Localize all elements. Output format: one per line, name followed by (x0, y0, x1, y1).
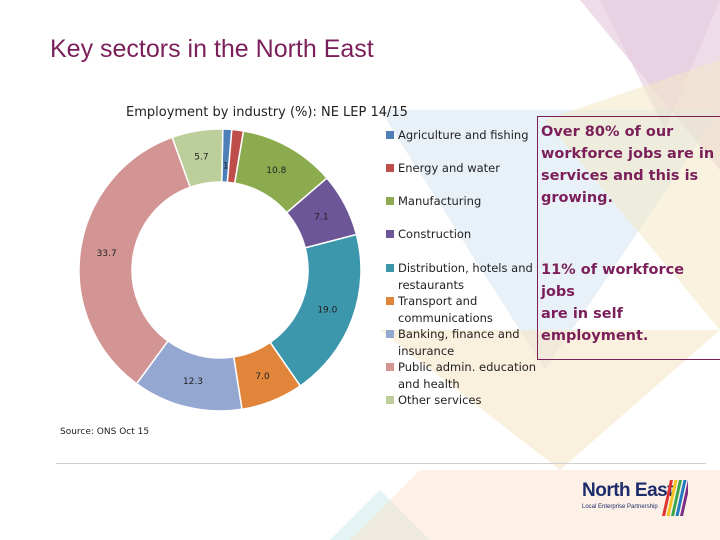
donut-slice-8 (171, 128, 224, 189)
legend-label: Distribution, hotels and restaurants (398, 261, 533, 292)
callout-line: workforce jobs are in (541, 146, 715, 162)
data-label-2: 10.8 (266, 166, 286, 176)
legend-label: Public admin. education and health (398, 360, 537, 391)
logo-name: North East (582, 480, 674, 501)
legend-item: Public admin. education and health (386, 359, 538, 392)
callout-line: Over 80% of our (541, 124, 674, 140)
logo-stripe (666, 480, 678, 516)
legend-label: Agriculture and fishing (398, 128, 529, 142)
data-label-3: 7.1 (314, 212, 328, 222)
legend-swatch (386, 131, 394, 139)
legend-item: Banking, finance and insurance (386, 326, 538, 359)
legend-item: Construction (386, 226, 538, 243)
legend-label: Other services (398, 393, 482, 407)
callout-text-1: 11% of workforce jobs are in self employme… (541, 259, 720, 347)
callout-line: are in self (541, 306, 623, 322)
legend-swatch (386, 197, 394, 205)
callout-line: employment. (541, 328, 649, 344)
legend-label: Transport and communications (398, 294, 493, 325)
data-label-7: 33.7 (97, 249, 117, 259)
slide-title: Key sectors in the North East (50, 35, 374, 63)
logo-stripe (671, 480, 682, 516)
legend-label: Energy and water (398, 161, 500, 175)
callout-line: 11% of workforce jobs (541, 262, 685, 300)
source-note: Source: ONS Oct 15 (60, 427, 150, 437)
legend-label: Construction (398, 227, 472, 241)
legend-item: Other services (386, 392, 538, 409)
legend-swatch (386, 264, 394, 272)
callout-line: growing. (541, 190, 614, 206)
callout-box (537, 116, 720, 360)
data-label-8: 5.7 (194, 153, 208, 163)
legend-swatch (386, 363, 394, 371)
legend-label: Banking, finance and insurance (398, 327, 520, 358)
logo-stripe (680, 480, 688, 516)
legend-swatch (386, 330, 394, 338)
chart-title: Employment by industry (%): NE LEP 14/15 (126, 105, 408, 120)
logo-stripe (675, 480, 687, 516)
legend-item: Transport and communications (386, 293, 538, 326)
legend-item: Distribution, hotels and restaurants (386, 260, 538, 293)
legend-swatch (386, 164, 394, 172)
data-label-4: 19.0 (317, 305, 337, 315)
donut-slice-7 (78, 136, 192, 385)
legend-swatch (386, 297, 394, 305)
legend-item: Agriculture and fishing (386, 127, 538, 144)
legend-item: Energy and water (386, 160, 538, 177)
callout-text-0: Over 80% of our workforce jobs are in serv… (541, 121, 714, 209)
footer-divider (56, 463, 706, 464)
data-label-5: 7.0 (255, 372, 270, 382)
north-east-lep-logo: North East Local Enterprise Partnership (582, 480, 688, 520)
logo-subtitle: Local Enterprise Partnership (582, 504, 658, 510)
legend-swatch (386, 396, 394, 404)
logo-stripes-icon (662, 480, 688, 516)
callout-line: services and this is (541, 168, 699, 184)
legend-label: Manufacturing (398, 194, 482, 208)
legend-item: Manufacturing (386, 193, 538, 210)
data-label-6: 12.3 (183, 377, 203, 387)
logo-stripe (662, 480, 673, 516)
legend-swatch (386, 230, 394, 238)
